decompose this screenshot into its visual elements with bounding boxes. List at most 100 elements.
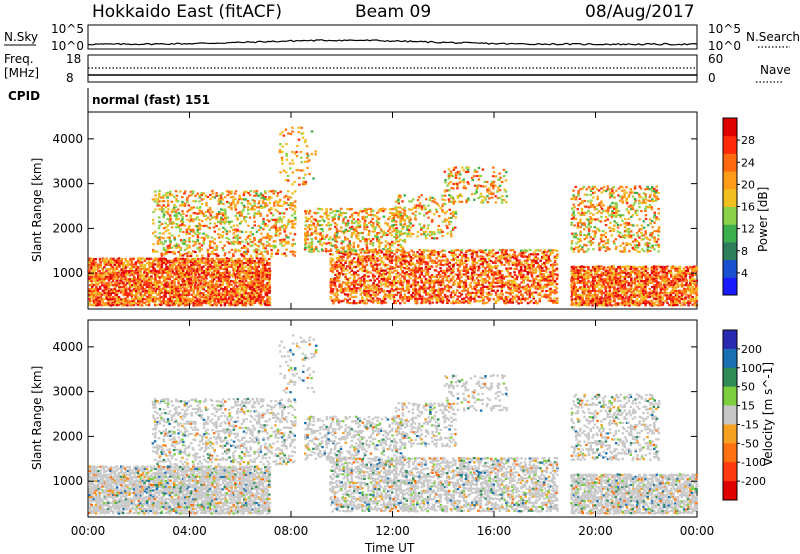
- power-cell: [259, 242, 263, 245]
- power-cell: [435, 202, 439, 205]
- power-cell: [124, 260, 128, 263]
- power-cell: [259, 290, 263, 293]
- power-cell: [469, 282, 473, 285]
- power-cell: [496, 259, 500, 262]
- power-cell: [205, 274, 208, 277]
- power-cell: [350, 221, 354, 224]
- power-cell: [194, 241, 197, 244]
- power-cell: [382, 232, 385, 235]
- power-cell: [190, 257, 194, 260]
- power-cell: [209, 285, 212, 288]
- power-cell: [172, 208, 176, 211]
- power-cell: [112, 277, 115, 280]
- power-cell: [388, 271, 391, 274]
- power-cell: [456, 275, 460, 278]
- power-cell: [147, 270, 151, 273]
- power-cell: [118, 279, 121, 282]
- power-cell: [88, 257, 92, 260]
- power-cell: [234, 230, 238, 233]
- power-cell: [354, 226, 358, 229]
- power-cell: [251, 280, 254, 283]
- power-cell: [538, 286, 542, 289]
- power-cell: [371, 289, 375, 293]
- power-cell: [208, 226, 212, 230]
- power-cell: [409, 273, 413, 276]
- power-cell: [253, 190, 256, 193]
- power-cell: [291, 250, 295, 253]
- power-cell: [144, 298, 147, 301]
- power-cell: [103, 286, 106, 289]
- power-cell: [200, 279, 203, 283]
- power-cell: [134, 261, 138, 264]
- power-cell: [253, 287, 256, 290]
- power-cell: [120, 277, 123, 280]
- power-cell: [198, 261, 201, 265]
- power-cell: [209, 222, 212, 225]
- power-cell: [348, 301, 351, 305]
- power-cell: [251, 208, 254, 211]
- power-cell: [475, 285, 478, 289]
- power-cell: [414, 218, 417, 221]
- power-cell: [401, 239, 405, 242]
- power-cell: [340, 207, 343, 210]
- power-cell: [260, 251, 263, 254]
- power-cell: [393, 276, 396, 279]
- power-cell: [244, 274, 248, 277]
- power-cell: [116, 277, 119, 280]
- power-cell: [429, 196, 432, 199]
- power-cell: [152, 281, 155, 284]
- power-cell: [439, 291, 442, 294]
- power-cell: [206, 235, 209, 238]
- power-cell: [225, 232, 229, 236]
- power-cell: [261, 257, 264, 260]
- power-cell: [515, 261, 518, 264]
- power-cell: [208, 290, 212, 293]
- power-cell: [251, 261, 255, 265]
- power-cell: [329, 241, 333, 245]
- power-cell: [103, 294, 106, 297]
- power-cell: [371, 273, 375, 276]
- power-cell: [155, 297, 159, 300]
- power-cell: [246, 293, 250, 296]
- power-cell: [175, 285, 178, 288]
- power-cell: [471, 291, 474, 294]
- power-cell: [312, 224, 316, 227]
- power-cell: [444, 296, 447, 299]
- power-cell: [435, 251, 438, 254]
- power-cell: [393, 277, 396, 280]
- power-cell: [368, 285, 371, 288]
- power-cell: [342, 251, 345, 254]
- power-cell: [188, 261, 191, 264]
- power-cell: [211, 195, 215, 199]
- power-cell: [234, 299, 237, 302]
- power-cell: [513, 268, 516, 271]
- power-cell: [522, 287, 525, 290]
- power-cell: [99, 275, 102, 278]
- power-cell: [491, 249, 495, 252]
- power-cell: [122, 299, 126, 302]
- power-cell: [543, 283, 547, 286]
- power-cell: [399, 277, 402, 280]
- power-cell: [435, 275, 438, 278]
- power-cell: [113, 275, 117, 278]
- power-cell: [211, 257, 214, 260]
- power-cell: [205, 296, 208, 299]
- power-cell: [372, 287, 375, 290]
- power-cell: [196, 257, 200, 260]
- power-cell: [238, 263, 242, 266]
- power-cell: [146, 297, 149, 300]
- power-cell: [396, 280, 400, 283]
- power-cell: [412, 253, 415, 257]
- power-cell: [219, 218, 223, 221]
- power-cell: [397, 281, 401, 284]
- power-cell: [221, 281, 225, 285]
- power-cell: [536, 285, 540, 288]
- power-cell: [488, 283, 491, 286]
- power-cell: [156, 236, 159, 239]
- power-cell: [340, 289, 343, 293]
- power-cell: [433, 293, 436, 296]
- power-cell: [186, 273, 189, 276]
- power-cell: [259, 288, 263, 291]
- power-cell: [231, 280, 235, 283]
- power-cell: [361, 210, 364, 213]
